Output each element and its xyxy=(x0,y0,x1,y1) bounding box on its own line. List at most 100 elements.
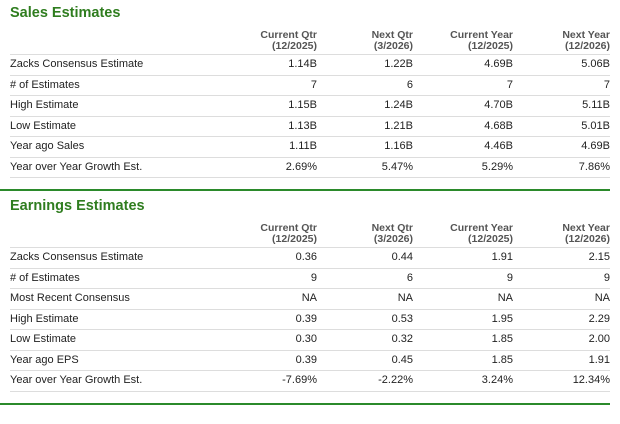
estimates-section: Earnings Estimates Current Qtr (12/2025) Ne… xyxy=(0,193,610,405)
cell: 0.53 xyxy=(317,308,413,330)
column-period: (12/2025) xyxy=(468,233,513,245)
cell: 1.91 xyxy=(513,349,610,371)
column-period: (12/2026) xyxy=(565,233,610,245)
row-label: Year ago Sales xyxy=(10,136,220,157)
cell: 6 xyxy=(317,267,413,289)
column-header: Next Year (12/2026) xyxy=(513,24,610,55)
cell: 1.15B xyxy=(220,95,317,116)
column-header: Next Qtr (3/2026) xyxy=(317,24,413,55)
cell: 0.45 xyxy=(317,349,413,371)
row-label: Zacks Consensus Estimate xyxy=(10,54,220,75)
section-title: Sales Estimates xyxy=(10,5,121,21)
cell: 7 xyxy=(413,74,513,96)
column-header: Current Qtr (12/2025) xyxy=(220,217,317,248)
spacer-row xyxy=(10,177,610,189)
cell: 0.39 xyxy=(220,349,317,371)
cell: 4.68B xyxy=(413,115,513,137)
spacer xyxy=(10,177,610,189)
column-header: Current Year (12/2025) xyxy=(413,24,513,55)
column-header: Current Year (12/2025) xyxy=(413,217,513,248)
row-label: High Estimate xyxy=(10,95,220,116)
cell: 4.46B xyxy=(413,136,513,157)
header-cell xyxy=(10,217,220,248)
row-label: # of Estimates xyxy=(10,267,220,289)
data-row: Year over Year Growth Est. -7.69% -2.22% 3.… xyxy=(10,370,610,391)
cell: 2.29 xyxy=(513,308,610,330)
column-name: Next Year xyxy=(562,222,610,234)
spacer xyxy=(10,390,610,403)
cell: 1.95 xyxy=(413,308,513,330)
cell: 5.11B xyxy=(513,95,610,116)
cell: 0.39 xyxy=(220,308,317,330)
column-header: Current Qtr (12/2025) xyxy=(220,24,317,55)
data-row: High Estimate 0.39 0.53 1.95 2.29 xyxy=(10,308,610,330)
column-name: Next Qtr xyxy=(371,222,413,234)
cell: 7.86% xyxy=(513,156,610,178)
data-row: # of Estimates 7 6 7 7 xyxy=(10,74,610,96)
cell: 1.14B xyxy=(220,54,317,75)
cell: 0.44 xyxy=(317,247,413,268)
column-period: (12/2025) xyxy=(272,233,317,245)
cell: 9 xyxy=(220,267,317,289)
estimates-section: Sales Estimates Current Qtr (12/2025) Next … xyxy=(0,0,610,191)
data-row: Most Recent Consensus NA NA NA NA xyxy=(10,288,610,309)
cell: 4.70B xyxy=(413,95,513,116)
cell: -2.22% xyxy=(317,370,413,391)
column-period: (12/2026) xyxy=(565,40,610,52)
row-label: Year ago EPS xyxy=(10,349,220,371)
cell: 5.01B xyxy=(513,115,610,137)
cell: 1.85 xyxy=(413,349,513,371)
cell: 7 xyxy=(220,74,317,96)
column-name: Next Qtr xyxy=(371,29,413,41)
cell: 1.24B xyxy=(317,95,413,116)
estimates-table: Current Qtr (12/2025) Next Qtr (3/2026) Curr… xyxy=(10,217,610,403)
cell: 6 xyxy=(317,74,413,96)
row-label: Low Estimate xyxy=(10,329,220,350)
spacer-row xyxy=(10,390,610,403)
estimates: Sales Estimates Current Qtr (12/2025) Next … xyxy=(0,0,610,405)
row-label: Zacks Consensus Estimate xyxy=(10,247,220,268)
row-label: Most Recent Consensus xyxy=(10,288,220,309)
header-row: Current Qtr (12/2025) Next Qtr (3/2026) Curr… xyxy=(10,24,610,55)
row-label: Year over Year Growth Est. xyxy=(10,370,220,391)
cell: 3.24% xyxy=(413,370,513,391)
column-header: Next Year (12/2026) xyxy=(513,217,610,248)
column-name: Next Year xyxy=(562,29,610,41)
column-name: Current Qtr xyxy=(260,29,317,41)
column-name: Current Qtr xyxy=(260,222,317,234)
cell: 2.15 xyxy=(513,247,610,268)
header-row: Current Qtr (12/2025) Next Qtr (3/2026) Curr… xyxy=(10,217,610,248)
cell: NA xyxy=(413,288,513,309)
data-row: Year over Year Growth Est. 2.69% 5.47% 5.29… xyxy=(10,156,610,178)
column-period: (12/2025) xyxy=(272,40,317,52)
row-label: High Estimate xyxy=(10,308,220,330)
column-period: (3/2026) xyxy=(373,233,413,245)
cell: 0.36 xyxy=(220,247,317,268)
cell: 2.69% xyxy=(220,156,317,178)
cell: 7 xyxy=(513,74,610,96)
cell: NA xyxy=(513,288,610,309)
cell: 9 xyxy=(513,267,610,289)
data-row: Year ago EPS 0.39 0.45 1.85 1.91 xyxy=(10,349,610,371)
data-row: Zacks Consensus Estimate 1.14B 1.22B 4.69B 5… xyxy=(10,54,610,75)
data-row: High Estimate 1.15B 1.24B 4.70B 5.11B xyxy=(10,95,610,116)
cell: 5.47% xyxy=(317,156,413,178)
column-period: (3/2026) xyxy=(373,40,413,52)
estimates-table: Current Qtr (12/2025) Next Qtr (3/2026) Curr… xyxy=(10,24,610,189)
cell: NA xyxy=(317,288,413,309)
cell: 1.13B xyxy=(220,115,317,137)
cell: 4.69B xyxy=(513,136,610,157)
column-name: Current Year xyxy=(450,29,513,41)
cell: 2.00 xyxy=(513,329,610,350)
cell: 5.29% xyxy=(413,156,513,178)
cell: 9 xyxy=(413,267,513,289)
column-header: Next Qtr (3/2026) xyxy=(317,217,413,248)
row-label: Low Estimate xyxy=(10,115,220,137)
data-row: Year ago Sales 1.11B 1.16B 4.46B 4.69B xyxy=(10,136,610,157)
cell: NA xyxy=(220,288,317,309)
cell: 5.06B xyxy=(513,54,610,75)
cell: 1.85 xyxy=(413,329,513,350)
data-row: Low Estimate 0.30 0.32 1.85 2.00 xyxy=(10,329,610,350)
column-period: (12/2025) xyxy=(468,40,513,52)
